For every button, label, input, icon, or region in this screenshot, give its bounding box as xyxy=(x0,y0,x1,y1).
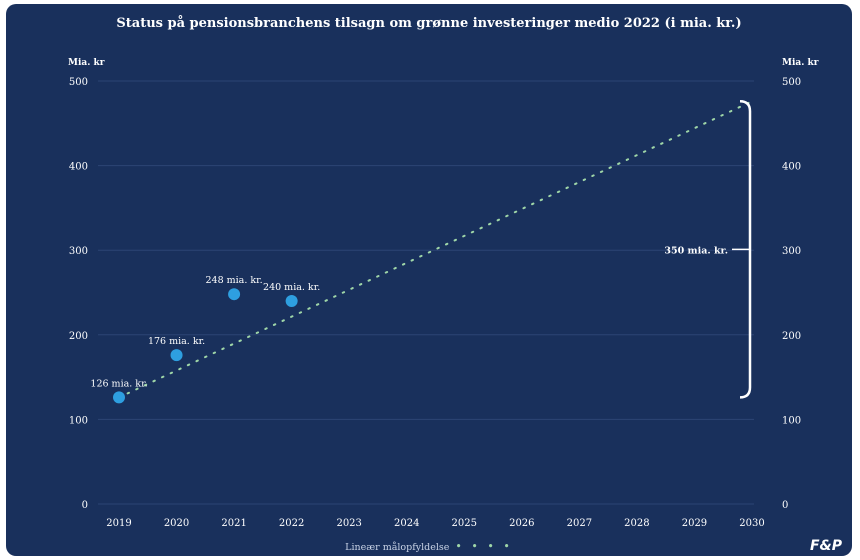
legend: Lineær målopfyldelse • • • • xyxy=(6,540,852,553)
data-point xyxy=(170,349,183,362)
y-tick-label-left: 500 xyxy=(69,77,88,88)
x-tick-label: 2019 xyxy=(106,518,131,529)
x-tick-label: 2029 xyxy=(682,518,707,529)
target-line xyxy=(118,100,753,399)
x-tick-label: 2025 xyxy=(452,518,477,529)
legend-label: Lineær målopfyldelse xyxy=(345,542,450,553)
data-point xyxy=(113,391,125,404)
y-tick-label-left: 300 xyxy=(69,246,88,257)
y-tick-label-left: 400 xyxy=(69,162,88,173)
x-tick-label: 2027 xyxy=(567,518,592,529)
x-tick-label: 2021 xyxy=(221,518,246,529)
y-tick-label-right: 100 xyxy=(782,415,801,426)
y-axis-unit-right: Mia. kr xyxy=(782,58,819,68)
data-point xyxy=(285,294,298,307)
data-point xyxy=(228,288,241,301)
y-tick-label-left: 0 xyxy=(82,500,88,511)
x-tick-label: 2024 xyxy=(394,518,419,529)
data-label: 248 mia. kr. xyxy=(205,275,262,286)
y-tick-label-right: 0 xyxy=(782,500,788,511)
y-tick-label-left: 200 xyxy=(69,331,88,342)
brand-logo: F&P xyxy=(809,538,842,554)
x-tick-label: 2028 xyxy=(624,518,649,529)
y-tick-label-right: 300 xyxy=(782,246,801,257)
x-tick-label: 2026 xyxy=(509,518,534,529)
x-tick-label: 2023 xyxy=(336,518,361,529)
chart-title: Status på pensionsbranchens tilsagn om g… xyxy=(116,16,742,31)
chart-panel: Status på pensionsbranchens tilsagn om g… xyxy=(6,4,852,556)
bracket-label: 350 mia. kr. xyxy=(664,245,728,256)
y-tick-label-right: 400 xyxy=(782,162,801,173)
legend-dots-icon: • • • • xyxy=(455,540,513,553)
x-tick-label: 2030 xyxy=(739,518,764,529)
x-tick-label: 2022 xyxy=(279,518,304,529)
chart-svg: 0 0 100 100 200 200 300 300 400 400 500 500 Mia. kr M… xyxy=(68,58,819,529)
data-label: 176 mia. kr. xyxy=(148,336,205,347)
data-label: 126 mia. kr. xyxy=(90,378,147,389)
y-axis-unit-left: Mia. kr xyxy=(68,58,105,68)
x-tick-label: 2020 xyxy=(164,518,189,529)
y-tick-label-left: 100 xyxy=(69,415,88,426)
y-tick-label-right: 500 xyxy=(782,77,801,88)
y-tick-label-right: 200 xyxy=(782,331,801,342)
data-label: 240 mia. kr. xyxy=(263,282,320,293)
